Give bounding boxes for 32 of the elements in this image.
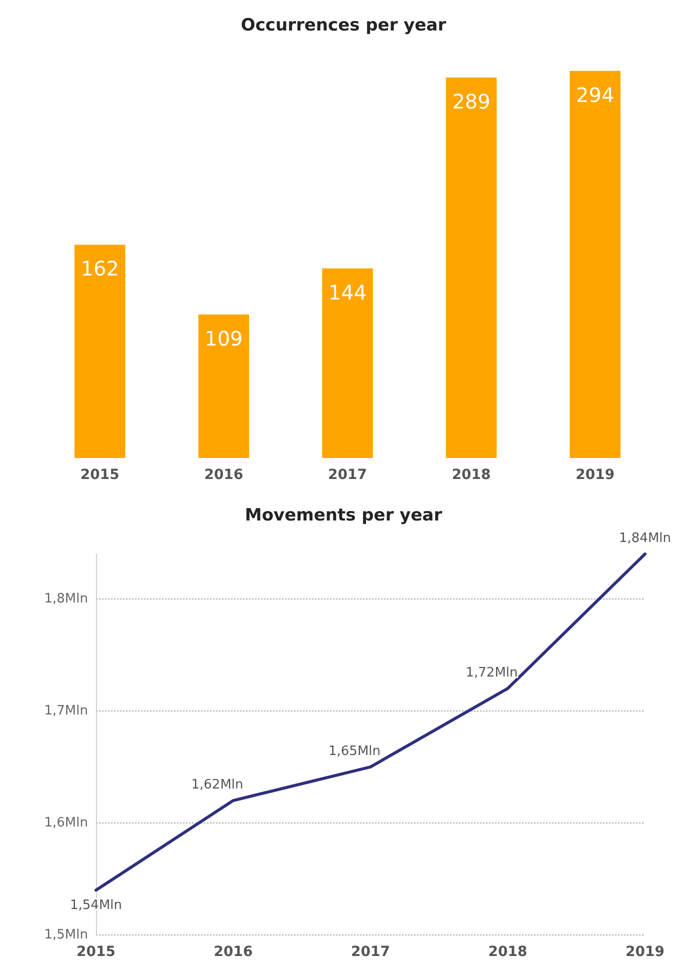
y-tick-label: 1,7Mln (44, 703, 88, 718)
data-label: 162 (80, 256, 119, 281)
x-tick-label: 2017 (328, 467, 367, 483)
bar (570, 70, 620, 458)
x-tick-label: 2019 (626, 944, 664, 960)
x-tick-label: 2017 (351, 944, 390, 960)
bar (198, 314, 250, 458)
y-tick-label: 1,6Mln (44, 815, 88, 830)
x-tick-label: 2015 (76, 944, 116, 960)
bar (446, 77, 497, 458)
x-tick-label: 2018 (488, 944, 528, 960)
chart-title: Movements per year (244, 506, 443, 526)
data-label: 109 (204, 326, 243, 350)
data-label: 289 (452, 89, 490, 114)
x-tick-label: 2016 (204, 467, 244, 483)
data-label: 1,62Mln (191, 778, 244, 793)
y-tick-label: 1,5Mln (44, 928, 88, 942)
data-label: 1,84Mln (618, 531, 672, 546)
x-tick-label: 2016 (214, 944, 253, 960)
line-series (94, 552, 646, 892)
x-tick-label: 2018 (452, 467, 491, 483)
bar (74, 244, 126, 458)
chart-title: Occurrences per year (240, 16, 447, 36)
data-label: 1,72Mln (466, 665, 518, 680)
data-label: 144 (328, 280, 367, 304)
data-label: 1,54Mln (70, 898, 122, 914)
x-tick-label: 2019 (576, 467, 615, 483)
y-tick-label: 1,8Mln (44, 591, 88, 606)
x-tick-label: 2015 (80, 467, 120, 483)
data-label: 1,65Mln (328, 744, 381, 759)
data-label: 294 (576, 82, 614, 107)
bar (322, 268, 373, 458)
